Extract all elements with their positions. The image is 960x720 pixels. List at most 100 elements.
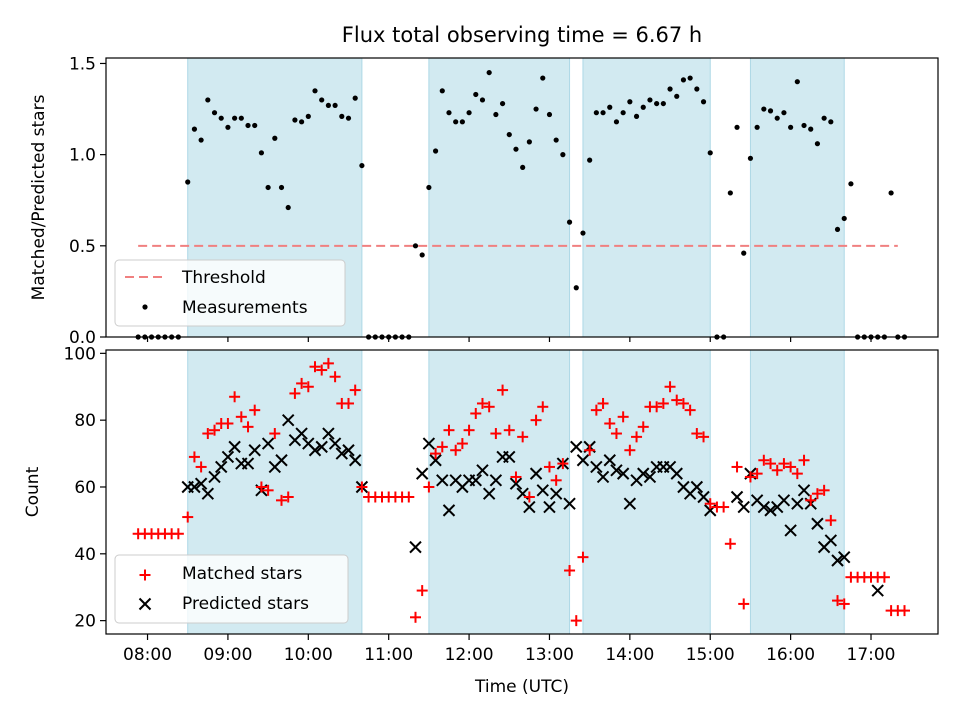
bottom-ytick-label-1: 40 (74, 545, 96, 565)
matched-point-63 (557, 458, 569, 470)
measurement-point-17 (252, 122, 258, 129)
predicted-point-37 (476, 464, 489, 477)
legend-measurements-swatch (142, 304, 148, 310)
predicted-point-58 (616, 467, 630, 480)
predicted-point-15 (282, 413, 295, 427)
matched-point-48 (456, 438, 468, 450)
measurement-point-60 (540, 75, 546, 81)
predicted-point-48 (549, 487, 563, 500)
predicted-point-66 (670, 467, 683, 480)
matched-point-19 (262, 484, 274, 496)
measurement-point-13 (225, 124, 231, 130)
predicted-point-70 (697, 490, 710, 504)
matched-point-83 (691, 428, 703, 440)
measurement-point-56 (513, 146, 519, 152)
measurement-point-24 (299, 119, 305, 125)
predicted-point-3 (201, 487, 215, 500)
measurement-point-90 (741, 250, 747, 256)
matched-point-65 (570, 615, 582, 627)
measurement-point-49 (466, 110, 472, 116)
measurement-point-58 (526, 139, 532, 145)
predicted-point-29 (422, 437, 436, 450)
matched-point-50 (470, 407, 482, 419)
measurement-point-57 (520, 164, 526, 171)
measurement-point-71 (613, 119, 620, 125)
measurement-point-72 (620, 110, 626, 116)
measurement-point-83 (694, 86, 700, 92)
top-y-axis-label: Matched/Predicted stars (29, 94, 49, 300)
matched-point-74 (631, 431, 643, 443)
predicted-point-81 (791, 497, 804, 510)
matched-point-101 (811, 488, 823, 500)
matched-point-32 (349, 384, 361, 396)
predicted-point-50 (563, 497, 576, 510)
matched-point-78 (657, 397, 669, 409)
predicted-point-14 (275, 454, 288, 467)
measurement-point-61 (546, 111, 553, 118)
measurement-point-62 (553, 137, 559, 143)
measurement-point-30 (339, 113, 345, 119)
predicted-point-82 (797, 484, 811, 497)
measurement-point-48 (459, 119, 465, 125)
matched-point-96 (778, 458, 790, 470)
measurement-points (135, 69, 908, 340)
bottom-ytick-label-3: 80 (74, 411, 96, 431)
measurement-point-79 (667, 86, 673, 92)
bottom-panel: 20 40 60 80 100 08:00 09:00 10:00 11:00 12:00 13:… (23, 344, 939, 697)
measurement-point-64 (566, 219, 573, 225)
bottom-legend: Matched stars Predicted stars (114, 554, 349, 624)
predicted-point-5 (215, 460, 228, 474)
top-legend: Threshold Measurements (114, 259, 346, 327)
measurement-point-73 (627, 99, 633, 105)
measurement-point-7 (185, 179, 191, 185)
measurement-point-63 (560, 152, 566, 158)
measurement-point-29 (332, 102, 338, 109)
matched-point-80 (671, 394, 683, 406)
matched-point-18 (255, 481, 267, 493)
xtick-label-9: 17:00 (847, 645, 896, 665)
matched-point-89 (731, 461, 743, 473)
predicted-point-32 (442, 504, 456, 517)
predicted-point-89 (871, 584, 884, 597)
measurement-point-80 (674, 93, 680, 99)
matched-point-42 (416, 585, 428, 597)
measurement-point-44 (432, 148, 439, 154)
matched-point-21 (276, 494, 288, 506)
predicted-point-51 (570, 440, 583, 454)
predicted-point-23 (335, 447, 349, 460)
measurement-point-99 (801, 122, 807, 129)
xtick-label-2: 10:00 (284, 645, 333, 665)
matched-point-87 (718, 501, 730, 513)
matched-point-84 (698, 431, 710, 443)
top-ytick-label-0: 0.0 (69, 328, 96, 348)
measurement-point-112 (888, 190, 894, 196)
predicted-point-88 (838, 550, 851, 564)
measurement-point-78 (660, 100, 666, 107)
matched-point-44 (430, 448, 442, 460)
xtick-label-5: 13:00 (525, 645, 574, 665)
matched-point-55 (503, 424, 515, 436)
measurement-point-66 (580, 230, 586, 236)
predicted-point-79 (777, 494, 791, 507)
bottom-ytick-label-0: 20 (74, 612, 96, 632)
measurement-point-85 (707, 150, 713, 156)
predicted-point-61 (637, 467, 650, 480)
matched-point-6 (172, 528, 184, 540)
matched-point-47 (450, 444, 462, 456)
measurement-point-69 (600, 110, 606, 116)
measurement-point-15 (238, 115, 244, 121)
predicted-point-45 (529, 467, 543, 480)
top-axes-frame (105, 57, 939, 338)
legend-matched-label: Matched stars (182, 564, 302, 584)
matched-point-25 (302, 381, 314, 393)
predicted-point-4 (208, 470, 221, 484)
measurement-point-106 (848, 181, 854, 187)
measurement-point-9 (198, 137, 204, 143)
matched-point-51 (476, 397, 488, 409)
matched-point-57 (517, 431, 529, 443)
matched-point-92 (751, 468, 763, 480)
matched-point-46 (443, 424, 455, 436)
predicted-point-17 (295, 427, 308, 440)
xtick-label-1: 09:00 (203, 645, 252, 665)
predicted-point-28 (415, 467, 429, 480)
